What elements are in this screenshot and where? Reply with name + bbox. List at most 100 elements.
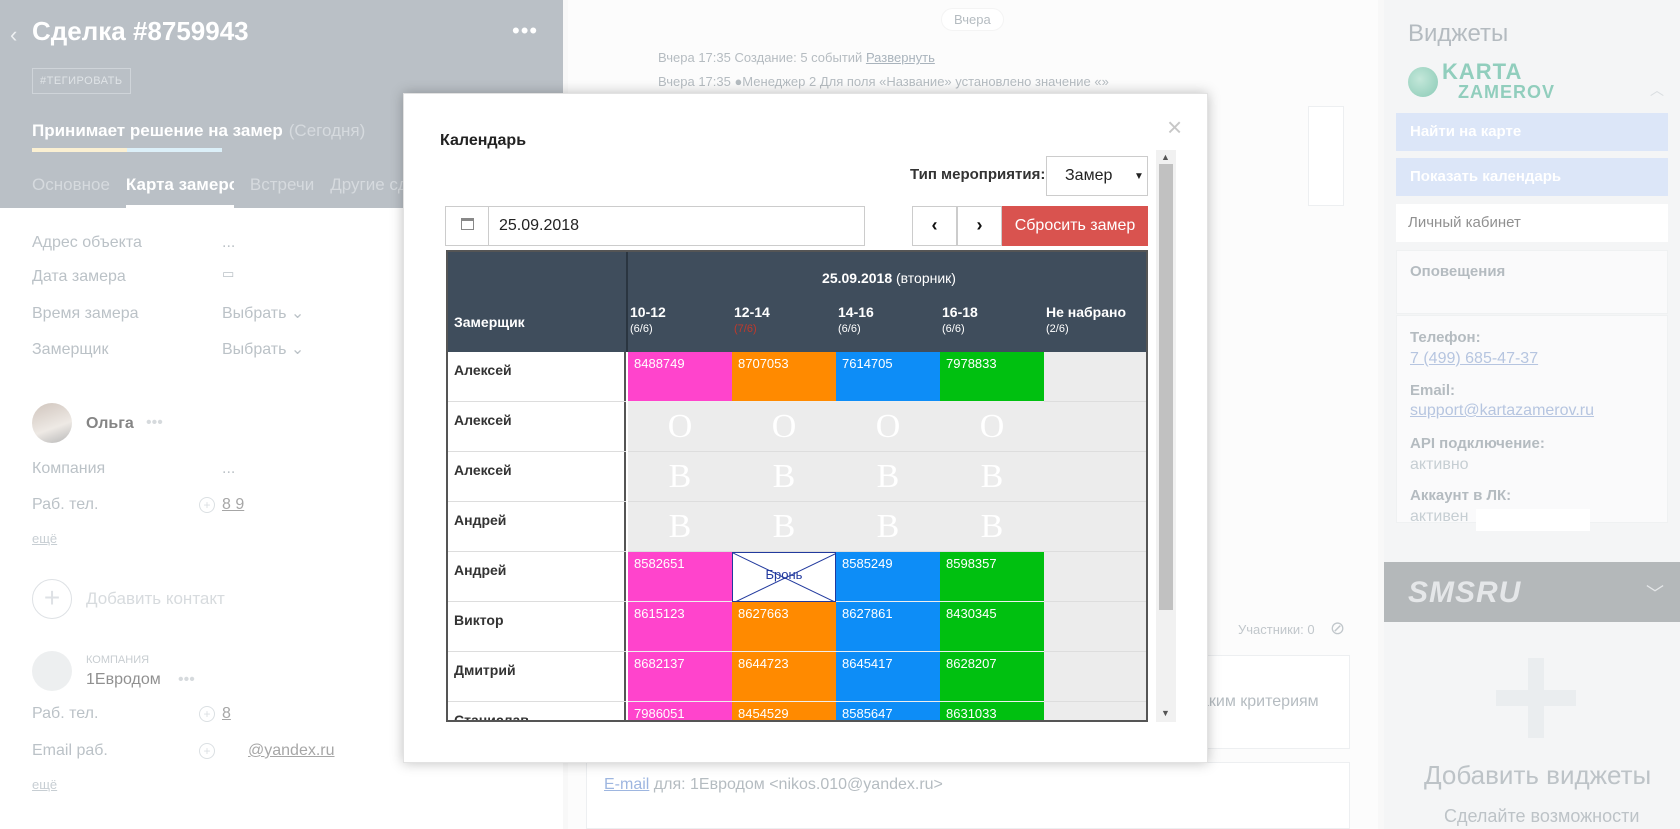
prev-day-button[interactable]: ‹: [912, 206, 957, 246]
status-cell[interactable]: В: [836, 502, 940, 552]
table-row: Виктор 8615123 8627663 8627861 8430345: [448, 602, 1146, 652]
booking-cell[interactable]: 8707053: [732, 352, 836, 402]
reset-booking-button[interactable]: Сбросить замер: [1002, 206, 1148, 246]
scrollbar-thumb[interactable]: [1159, 164, 1173, 610]
status-cell[interactable]: О: [836, 402, 940, 452]
deal-title: Сделка #8759943: [32, 16, 249, 46]
company-email-value[interactable]: @yandex.ru: [248, 742, 335, 759]
deal-stage[interactable]: Принимает решение на замер (Сегодня): [32, 121, 365, 141]
unassigned-cell[interactable]: [1044, 702, 1146, 720]
booking-cell[interactable]: 8628207: [940, 652, 1044, 702]
field-surveyor-select[interactable]: Выбрать ⌄: [222, 341, 305, 358]
scroll-down-icon[interactable]: ▼: [1161, 708, 1170, 718]
tab-other-deals[interactable]: Другие сд: [330, 175, 408, 194]
unassigned-cell[interactable]: [1044, 652, 1146, 702]
table-scrollbar[interactable]: ▲ ▼: [1156, 150, 1176, 722]
company-name[interactable]: 1Евродом: [86, 671, 161, 688]
status-cell[interactable]: В: [836, 452, 940, 502]
field-address-value[interactable]: ...: [222, 234, 236, 251]
unassigned-cell[interactable]: [1044, 502, 1146, 552]
company-phone-value[interactable]: 8: [222, 705, 231, 722]
event-type-select[interactable]: Замер ▼: [1046, 156, 1148, 196]
unassigned-cell[interactable]: [1044, 402, 1146, 452]
status-cell[interactable]: В: [732, 502, 836, 552]
tab-karta-zamerov[interactable]: Карта замеров: [125, 175, 234, 208]
booking-cell[interactable]: 8631033: [940, 702, 1044, 720]
contact-more-link[interactable]: ещё: [32, 531, 58, 546]
field-time-select[interactable]: Выбрать ⌄: [222, 305, 305, 322]
chevron-up-icon[interactable]: ︿: [1650, 82, 1664, 98]
calendar-small-icon[interactable]: ▭: [222, 266, 235, 281]
contact-phone-value[interactable]: 8 9: [222, 496, 245, 513]
status-cell[interactable]: О: [628, 402, 732, 452]
status-cell[interactable]: В: [628, 452, 732, 502]
status-cell[interactable]: О: [940, 402, 1044, 452]
avatar[interactable]: [32, 403, 72, 443]
add-contact-button[interactable]: Добавить контакт: [86, 589, 225, 608]
add-company-phone-icon[interactable]: +: [199, 706, 215, 722]
booking-cell[interactable]: 7986051: [628, 702, 732, 720]
add-company-email-icon[interactable]: +: [199, 743, 215, 759]
booking-cell[interactable]: 8682137: [628, 652, 732, 702]
contact-name[interactable]: Ольга: [86, 415, 134, 432]
feed-card-edge: [1308, 106, 1344, 206]
unassigned-cell[interactable]: [1044, 552, 1146, 602]
cell-text: 8598357: [946, 556, 997, 571]
booking-cell[interactable]: 8615123: [628, 602, 732, 652]
cell-text: В: [876, 508, 900, 545]
contact-company-value[interactable]: ...: [222, 460, 236, 477]
calendar-icon[interactable]: [446, 207, 489, 245]
company-more-link[interactable]: ещё: [32, 777, 58, 792]
scroll-up-icon[interactable]: ▲: [1161, 152, 1170, 162]
add-contact-icon[interactable]: +: [32, 579, 72, 619]
tab-meetings[interactable]: Встречи: [249, 175, 315, 194]
status-cell[interactable]: В: [628, 502, 732, 552]
phone-link[interactable]: 7 (499) 685-47-37: [1410, 350, 1539, 367]
booking-cell[interactable]: 8585249: [836, 552, 940, 602]
next-day-button[interactable]: ›: [957, 206, 1002, 246]
status-cell[interactable]: В: [940, 502, 1044, 552]
booking-cell[interactable]: 7978833: [940, 352, 1044, 402]
cell-text: 8682137: [634, 656, 685, 671]
sms-widget[interactable]: SMSRU ﹀: [1384, 562, 1680, 622]
add-phone-icon[interactable]: +: [199, 497, 215, 513]
booking-cell[interactable]: 8585647: [836, 702, 940, 720]
status-cell[interactable]: В: [732, 452, 836, 502]
add-widgets-title[interactable]: Добавить виджеты: [1424, 760, 1652, 790]
more-dots-icon[interactable]: •••: [512, 18, 539, 43]
booking-cell[interactable]: 8645417: [836, 652, 940, 702]
close-icon[interactable]: ×: [1167, 112, 1183, 142]
booking-cell[interactable]: 8454529: [732, 702, 836, 720]
support-email-link[interactable]: support@kartazamerov.ru: [1410, 402, 1595, 419]
status-cell[interactable]: О: [732, 402, 836, 452]
slot-header-4: Не набрано (2/6): [1046, 304, 1126, 335]
find-on-map-button[interactable]: Найти на карте: [1396, 113, 1668, 151]
add-widget-plus-icon[interactable]: [1496, 658, 1576, 738]
unassigned-cell[interactable]: [1044, 352, 1146, 402]
tag-button[interactable]: #ТЕГИРОВАТЬ: [32, 68, 131, 94]
back-arrow-icon[interactable]: ‹: [10, 22, 18, 47]
personal-cabinet-link[interactable]: Личный кабинет: [1396, 204, 1668, 242]
status-cell[interactable]: В: [940, 452, 1044, 502]
notifications-card[interactable]: [1396, 250, 1668, 314]
date-input[interactable]: 25.09.2018: [445, 206, 865, 246]
booking-cell[interactable]: 8582651: [628, 552, 732, 602]
company-more-icon[interactable]: •••: [178, 671, 195, 688]
show-calendar-button[interactable]: Показать календарь: [1396, 158, 1668, 196]
tab-main[interactable]: Основное: [32, 175, 110, 194]
booking-cell[interactable]: 8644723: [732, 652, 836, 702]
contact-more-icon[interactable]: •••: [146, 414, 163, 431]
booking-cell[interactable]: 8627663: [732, 602, 836, 652]
booking-cell[interactable]: 8598357: [940, 552, 1044, 602]
reserved-cell[interactable]: Бронь: [732, 552, 836, 602]
chevron-down-icon[interactable]: ﹀: [1646, 584, 1664, 604]
booking-cell[interactable]: 8488749: [628, 352, 732, 402]
booking-cell[interactable]: 7614705: [836, 352, 940, 402]
booking-cell[interactable]: 8627861: [836, 602, 940, 652]
unassigned-cell[interactable]: [1044, 452, 1146, 502]
email-link[interactable]: E-mail: [604, 776, 650, 793]
unassigned-cell[interactable]: [1044, 602, 1146, 652]
booking-cell[interactable]: 8430345: [940, 602, 1044, 652]
expand-link[interactable]: Развернуть: [865, 50, 935, 65]
eye-off-icon[interactable]: ⊘: [1330, 618, 1346, 638]
